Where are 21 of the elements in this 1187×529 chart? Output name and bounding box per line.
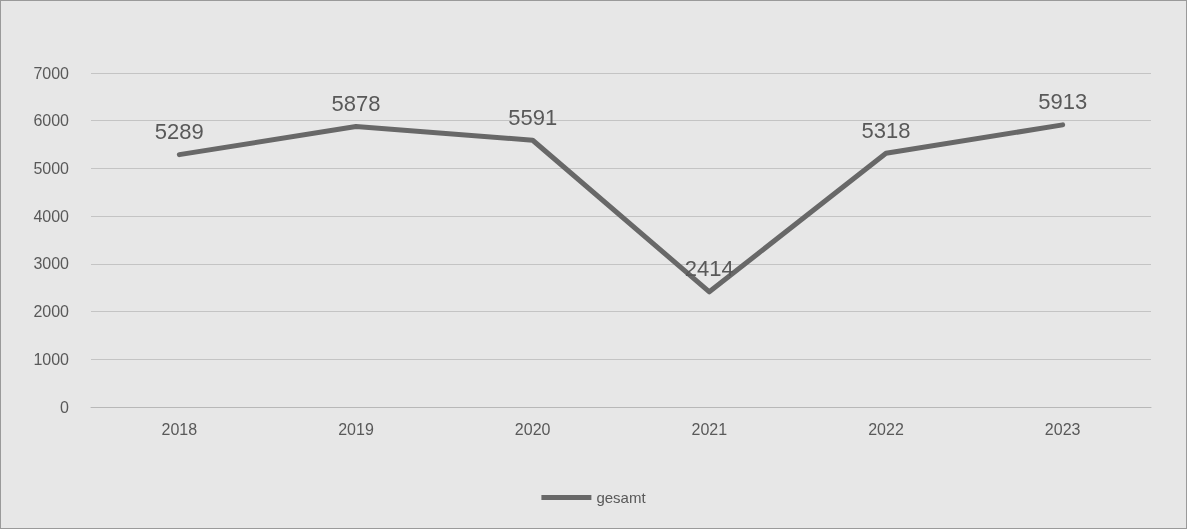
y-tick-label: 7000 — [33, 64, 70, 82]
y-tick-label: 3000 — [33, 255, 70, 273]
x-tick-label: 2019 — [338, 420, 374, 438]
x-tick-label: 2023 — [1044, 420, 1081, 438]
data-label: 5318 — [861, 117, 911, 143]
legend-label: gesamt — [596, 489, 647, 506]
data-label: 5878 — [331, 91, 381, 117]
y-tick-label: 6000 — [33, 112, 70, 130]
y-tick-label: 0 — [60, 398, 70, 416]
y-tick-label: 1000 — [33, 350, 70, 368]
x-tick-label: 2022 — [868, 420, 904, 438]
data-label: 5591 — [508, 104, 558, 130]
x-tick-label: 2021 — [691, 420, 728, 438]
y-tick-label: 2000 — [33, 303, 70, 321]
y-tick-label: 5000 — [33, 159, 70, 177]
data-label: 5289 — [154, 119, 204, 145]
y-tick-label: 4000 — [33, 207, 70, 225]
data-label: 5913 — [1038, 89, 1088, 115]
x-tick-label: 2020 — [514, 420, 551, 438]
x-tick-label: 2018 — [161, 420, 198, 438]
data-label: 2414 — [684, 256, 734, 282]
